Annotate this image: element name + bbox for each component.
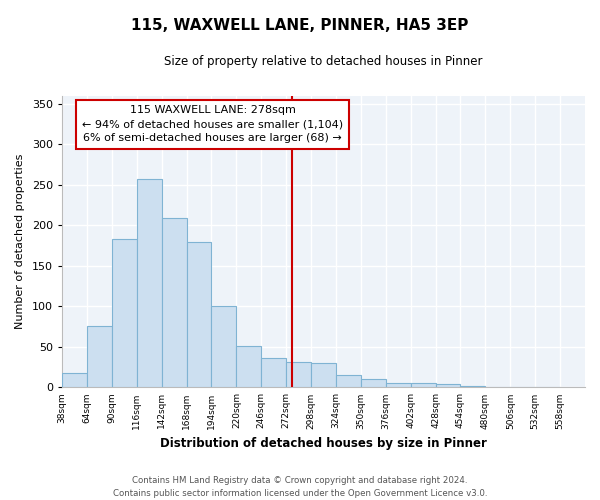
Bar	[436, 384, 460, 388]
Bar	[187, 242, 211, 388]
Text: 115, WAXWELL LANE, PINNER, HA5 3EP: 115, WAXWELL LANE, PINNER, HA5 3EP	[131, 18, 469, 32]
Bar	[261, 358, 286, 388]
Bar	[410, 382, 436, 388]
Bar	[286, 362, 311, 388]
Bar	[510, 386, 535, 388]
Bar	[460, 386, 485, 388]
Bar	[62, 373, 87, 388]
Text: Contains HM Land Registry data © Crown copyright and database right 2024.
Contai: Contains HM Land Registry data © Crown c…	[113, 476, 487, 498]
Text: 115 WAXWELL LANE: 278sqm
← 94% of detached houses are smaller (1,104)
6% of semi: 115 WAXWELL LANE: 278sqm ← 94% of detach…	[82, 106, 343, 144]
Bar	[535, 386, 560, 388]
Bar	[236, 346, 261, 388]
Bar	[211, 306, 236, 388]
Bar	[311, 363, 336, 388]
Bar	[87, 326, 112, 388]
Bar	[137, 179, 161, 388]
Bar	[336, 376, 361, 388]
Bar	[361, 380, 386, 388]
Bar	[161, 218, 187, 388]
Bar	[485, 386, 510, 388]
Bar	[112, 239, 137, 388]
Title: Size of property relative to detached houses in Pinner: Size of property relative to detached ho…	[164, 55, 483, 68]
X-axis label: Distribution of detached houses by size in Pinner: Distribution of detached houses by size …	[160, 437, 487, 450]
Bar	[386, 384, 410, 388]
Y-axis label: Number of detached properties: Number of detached properties	[15, 154, 25, 329]
